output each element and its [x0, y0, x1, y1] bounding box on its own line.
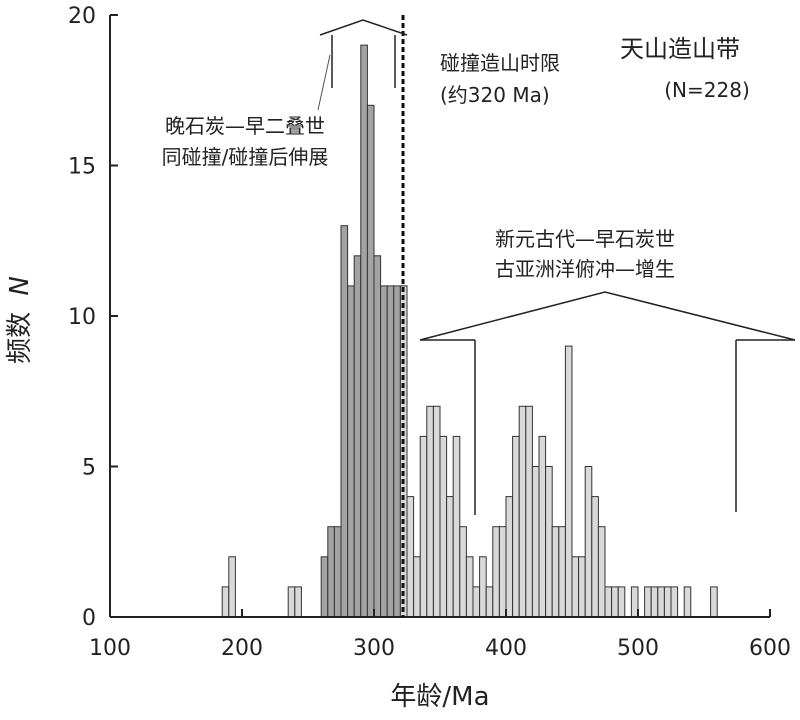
histogram-bar — [426, 405, 434, 618]
histogram-bar — [578, 556, 586, 618]
y-tick-label: 5 — [82, 456, 96, 481]
light-group-label-line1: 新元古代—早石炭世 — [495, 227, 675, 251]
y-tick-label: 10 — [68, 305, 96, 330]
x-axis-title: 年龄/Ma — [390, 682, 489, 712]
x-tick-label: 100 — [89, 636, 131, 661]
histogram-bar — [650, 586, 659, 618]
x-tick-label: 200 — [221, 636, 263, 661]
light-group-bracket — [419, 291, 796, 341]
y-axis-title-text: 频数 — [5, 312, 35, 364]
y-tick-label: 20 — [68, 4, 96, 29]
histogram-bar — [452, 435, 461, 618]
y-tick-label: 0 — [82, 606, 96, 631]
histogram-bar — [406, 496, 415, 618]
histogram-bar — [558, 526, 566, 618]
histogram-bar — [228, 556, 236, 618]
collision-limit-label-line2: (约320 Ma) — [440, 83, 550, 107]
histogram-bar — [518, 405, 527, 618]
y-tick-label: 15 — [68, 155, 96, 180]
dark-group-bracket — [319, 19, 408, 36]
dark-group-leader-line — [317, 54, 331, 111]
histogram-bar — [597, 526, 606, 618]
dark-group-label-line2: 同碰撞/碰撞后伸展 — [162, 145, 329, 169]
histogram-bar — [446, 496, 454, 618]
histogram-bar — [591, 496, 599, 618]
histogram-bar — [465, 556, 474, 618]
histogram-bar — [498, 526, 507, 618]
histogram-bar — [472, 586, 481, 618]
belt-name: 天山造山带 — [620, 35, 740, 63]
histogram-bar — [525, 405, 533, 618]
histogram-bar — [393, 285, 401, 618]
histogram-bar — [353, 255, 362, 618]
histogram-bar — [670, 586, 679, 618]
histogram-bar — [432, 405, 441, 618]
light-group-label-line2: 古亚洲洋俯冲—增生 — [495, 257, 675, 281]
histogram-bar — [710, 586, 718, 618]
y-axis-title: 频数 N — [5, 276, 35, 364]
histogram-bar — [644, 586, 652, 618]
histogram-bar — [373, 255, 382, 618]
histogram-bar — [366, 104, 375, 618]
histogram-bar — [360, 44, 368, 618]
histogram-bar — [551, 526, 560, 618]
histogram-bar — [347, 285, 355, 618]
histogram-bar — [413, 556, 421, 618]
histogram-bar — [327, 526, 335, 618]
histogram-bar — [564, 345, 573, 618]
histogram-bar — [221, 586, 230, 618]
histogram-bar — [479, 556, 487, 618]
histogram-bar — [340, 225, 349, 618]
x-tick-label: 600 — [749, 636, 791, 661]
histogram-bar — [538, 435, 547, 618]
histogram-bar — [584, 466, 593, 618]
group-brackets — [317, 19, 796, 515]
histogram-bar — [419, 435, 428, 618]
histogram-bar — [545, 466, 553, 618]
histogram-bar — [492, 526, 500, 618]
histogram-bar — [683, 586, 692, 618]
x-tick-label: 500 — [617, 636, 659, 661]
histogram-bar — [386, 285, 395, 618]
histogram-bar — [571, 556, 580, 618]
x-tick-label: 400 — [485, 636, 527, 661]
histogram-bar — [657, 586, 665, 618]
histogram-bar — [294, 586, 302, 618]
histogram-bar — [512, 435, 520, 618]
histogram-bar — [505, 496, 514, 618]
sample-count: (N=228) — [664, 78, 750, 102]
histogram-bar — [531, 466, 540, 618]
histogram-bar — [320, 556, 329, 618]
histogram-bar — [604, 586, 613, 618]
histogram-bar — [333, 526, 342, 618]
collision-limit-label-line1: 碰撞造山时限 — [440, 51, 560, 75]
ticks-layer: 100 200 300 400 500 600 0 5 10 15 20 — [68, 4, 791, 661]
histogram-bar — [485, 586, 494, 618]
histogram-bar — [611, 586, 619, 618]
histogram-bar — [617, 586, 626, 618]
histogram-bar — [439, 435, 448, 618]
histogram-bar — [287, 586, 296, 618]
y-axis-title-symbol: N — [5, 276, 35, 295]
dark-group-label-line1: 晚石炭—早二叠世 — [165, 114, 325, 138]
x-tick-label: 300 — [353, 636, 395, 661]
histogram-bar — [380, 285, 388, 618]
histogram-bar — [663, 586, 672, 618]
histogram-bar — [459, 526, 467, 618]
